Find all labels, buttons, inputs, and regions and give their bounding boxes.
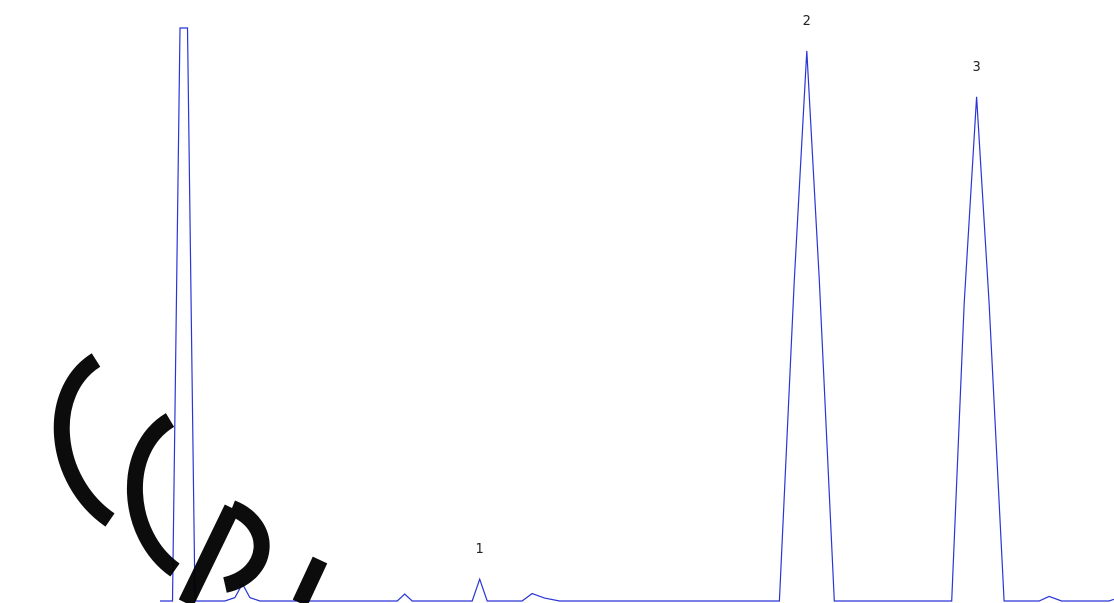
watermark-logo bbox=[53, 353, 328, 603]
peak-label-3: 3 bbox=[972, 60, 980, 75]
peak-label-2: 2 bbox=[803, 14, 811, 29]
watermark-letter-c2 bbox=[126, 413, 180, 577]
watermark-letter-l bbox=[292, 556, 328, 603]
trace-layer bbox=[160, 27, 1114, 602]
watermark-letter-p bbox=[178, 500, 270, 603]
watermark-letter-c1 bbox=[53, 353, 115, 527]
peak-label-layer: 1 2 3 bbox=[476, 14, 981, 557]
trace-line-1 bbox=[160, 27, 1114, 602]
peak-label-1: 1 bbox=[476, 542, 484, 557]
